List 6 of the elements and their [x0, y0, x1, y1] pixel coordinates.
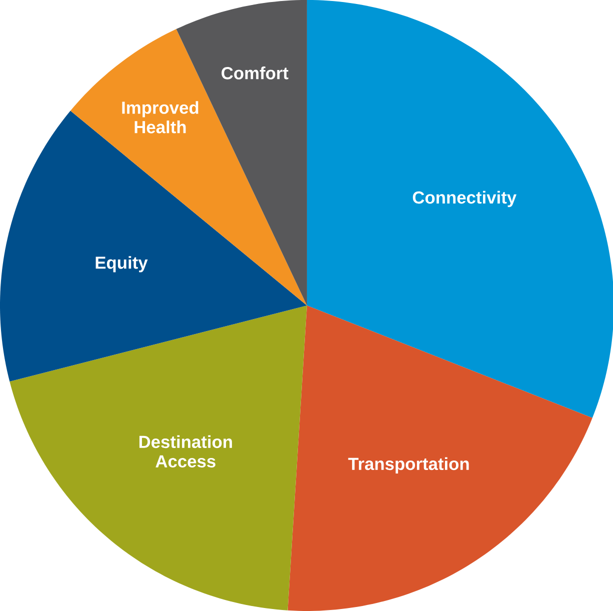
slice-label: Transportation	[348, 457, 469, 474]
slice-label: Comfort	[222, 66, 288, 80]
slice-label: Improved Health	[122, 101, 198, 134]
slice-label: Equity	[96, 256, 148, 272]
slice-label: Connectivity	[412, 190, 516, 208]
slice-label: Destination Access	[139, 435, 232, 468]
